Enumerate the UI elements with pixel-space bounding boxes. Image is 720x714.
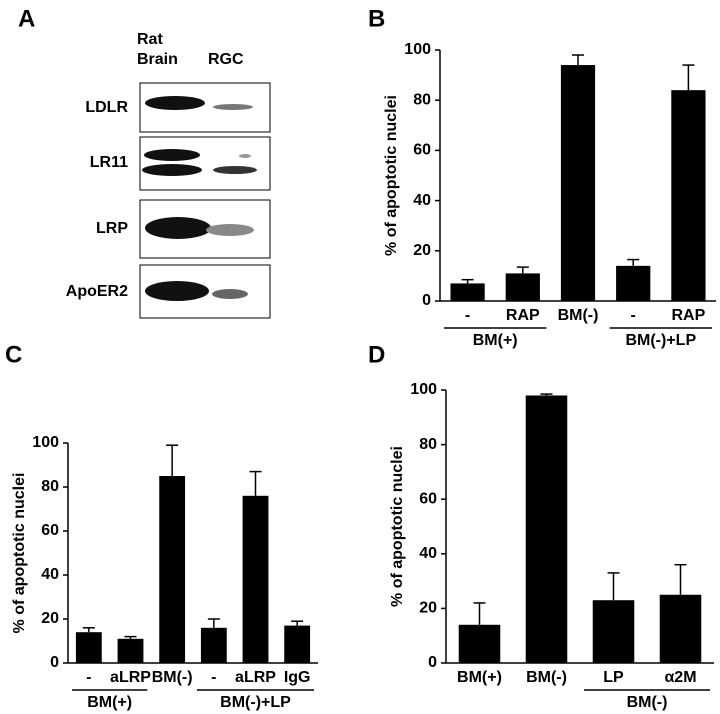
x-tick-label: BM(+) [457, 669, 502, 686]
y-tick-label: 40 [41, 566, 59, 583]
x-tick-label: IgG [284, 669, 311, 686]
group-label: BM(+) [87, 694, 132, 711]
group-label: BM(-)+LP [220, 694, 291, 711]
bar [671, 90, 706, 301]
x-tick-label: - [211, 669, 216, 686]
group-label: BM(-)+LP [625, 332, 696, 349]
y-tick-label: 0 [422, 292, 431, 309]
column-label: RGC [208, 51, 244, 68]
y-axis-label: % of apoptotic nuclei [11, 473, 28, 634]
bar [284, 625, 311, 663]
row-label: LDLR [85, 99, 128, 116]
group-label: BM(+) [473, 332, 518, 349]
bar [117, 638, 144, 663]
panel-letter: A [18, 5, 35, 32]
bar [450, 283, 485, 301]
y-tick-label: 20 [41, 610, 59, 627]
blot-bands [142, 96, 257, 301]
y-axis-label: % of apoptotic nuclei [383, 95, 400, 256]
y-tick-label: 80 [413, 91, 431, 108]
column-label: Rat Brain [137, 31, 178, 68]
y-tick-label: 0 [50, 654, 59, 671]
bar [592, 600, 635, 663]
y-tick-label: 80 [41, 478, 59, 495]
x-tick-label: BM(-) [526, 669, 567, 686]
y-axis-label: % of apoptotic nuclei [389, 446, 406, 607]
y-tick-label: 20 [413, 242, 431, 259]
bar [525, 395, 568, 663]
y-tick-label: 80 [419, 436, 437, 453]
x-tick-label: - [465, 307, 470, 324]
y-tick-label: 0 [428, 654, 437, 671]
y-tick-label: 20 [419, 600, 437, 617]
row-label: LR11 [90, 154, 128, 171]
y-tick-label: 40 [413, 192, 431, 209]
x-tick-label: - [631, 307, 636, 324]
bar [242, 495, 269, 663]
bar [560, 65, 596, 301]
bar [200, 627, 227, 663]
y-tick-label: 100 [410, 381, 437, 398]
x-tick-label: LP [603, 669, 624, 686]
panel-letter: C [5, 341, 22, 368]
y-tick-label: 60 [413, 142, 431, 159]
bar [458, 624, 501, 663]
y-tick-label: 60 [419, 490, 437, 507]
row-label: LRP [96, 220, 128, 237]
y-tick-label: 40 [419, 545, 437, 562]
row-label: ApoER2 [66, 283, 128, 300]
panel-letter: B [368, 5, 385, 32]
bar [505, 273, 540, 301]
bar [75, 632, 102, 663]
x-tick-label: aLRP [110, 669, 151, 686]
group-label: BM(-) [627, 694, 668, 711]
x-tick-label: RAP [506, 307, 540, 324]
y-tick-label: 100 [32, 434, 59, 451]
x-tick-label: BM(-) [558, 307, 599, 324]
x-tick-label: RAP [672, 307, 706, 324]
y-tick-label: 60 [41, 522, 59, 539]
x-tick-label: aLRP [235, 669, 276, 686]
x-tick-label: α2M [664, 669, 696, 686]
y-tick-label: 100 [404, 41, 431, 58]
panel-letter: D [368, 341, 385, 368]
x-tick-label: BM(-) [152, 669, 193, 686]
bar [616, 265, 651, 301]
x-tick-label: - [86, 669, 91, 686]
bar [659, 594, 702, 663]
bar [159, 476, 186, 663]
